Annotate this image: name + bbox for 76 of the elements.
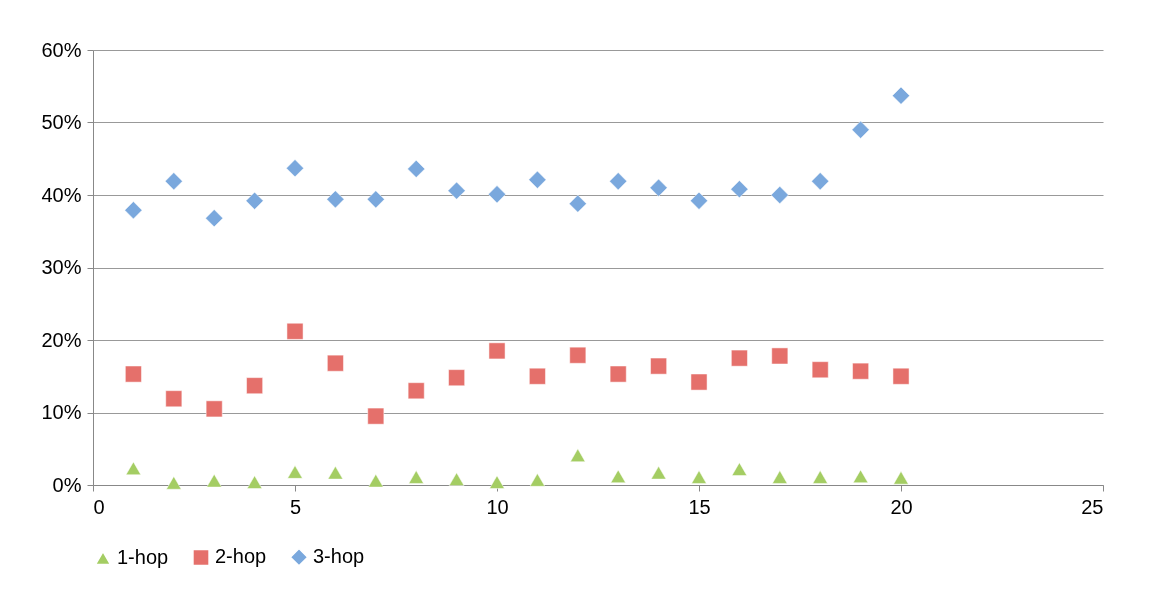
point bbox=[690, 191, 708, 210]
point bbox=[568, 194, 587, 213]
point bbox=[610, 469, 626, 483]
point bbox=[327, 466, 344, 480]
y-tick-label: 10% bbox=[41, 401, 82, 423]
point bbox=[326, 190, 345, 209]
y-tick-label: 30% bbox=[41, 256, 82, 278]
point bbox=[407, 159, 426, 178]
legend-label: 2-hop bbox=[215, 545, 267, 568]
point bbox=[246, 377, 263, 394]
point bbox=[489, 475, 505, 489]
point bbox=[245, 191, 264, 210]
point bbox=[771, 347, 789, 365]
point bbox=[246, 475, 263, 489]
point bbox=[287, 465, 303, 479]
x-tick-label: 25 bbox=[1081, 495, 1104, 518]
point bbox=[650, 466, 667, 480]
point bbox=[731, 462, 748, 476]
y-tick-label: 0% bbox=[52, 473, 82, 496]
point bbox=[125, 461, 142, 475]
point bbox=[609, 172, 628, 191]
point bbox=[488, 185, 506, 204]
point bbox=[206, 473, 222, 488]
point bbox=[529, 473, 546, 487]
point bbox=[892, 86, 910, 105]
point bbox=[367, 407, 385, 425]
y-tick-label: 60% bbox=[41, 38, 82, 61]
point bbox=[448, 369, 465, 387]
x-tick-label: 5 bbox=[289, 495, 302, 518]
point bbox=[529, 367, 546, 385]
x-tick-label: 10 bbox=[486, 495, 509, 518]
point bbox=[368, 473, 384, 488]
point bbox=[892, 367, 910, 385]
point bbox=[205, 209, 224, 228]
point bbox=[205, 400, 223, 418]
x-tick-label: 0 bbox=[93, 495, 105, 518]
point bbox=[609, 365, 627, 383]
point bbox=[286, 159, 304, 178]
point bbox=[164, 172, 183, 191]
point bbox=[852, 469, 869, 483]
point bbox=[650, 357, 667, 375]
y-tick-label: 20% bbox=[41, 328, 82, 351]
point bbox=[770, 186, 789, 204]
x-tick-label: 20 bbox=[890, 495, 913, 518]
point bbox=[125, 365, 142, 383]
point bbox=[691, 470, 707, 484]
point bbox=[327, 354, 344, 372]
point bbox=[851, 120, 870, 139]
y-tick-label: 50% bbox=[41, 111, 82, 133]
x-tick-label: 15 bbox=[688, 495, 711, 518]
point bbox=[488, 342, 506, 360]
point bbox=[649, 178, 668, 197]
point bbox=[407, 382, 425, 400]
point bbox=[690, 373, 708, 391]
point bbox=[893, 471, 909, 485]
point bbox=[286, 322, 304, 340]
point bbox=[165, 390, 183, 408]
point bbox=[811, 361, 829, 379]
point bbox=[570, 448, 586, 462]
legend-label: 1-hop bbox=[117, 546, 169, 568]
point bbox=[124, 201, 143, 220]
point bbox=[731, 349, 748, 367]
y-tick-label: 40% bbox=[41, 183, 82, 206]
point bbox=[528, 170, 547, 189]
point bbox=[772, 470, 788, 484]
point bbox=[569, 346, 587, 364]
point bbox=[811, 172, 830, 191]
legend-label: 3-hop bbox=[313, 545, 365, 568]
point bbox=[447, 181, 466, 200]
point bbox=[408, 470, 424, 484]
point bbox=[852, 362, 869, 380]
point bbox=[166, 476, 182, 490]
point bbox=[366, 190, 385, 209]
point bbox=[730, 180, 749, 199]
point bbox=[812, 470, 828, 484]
point bbox=[448, 472, 465, 486]
